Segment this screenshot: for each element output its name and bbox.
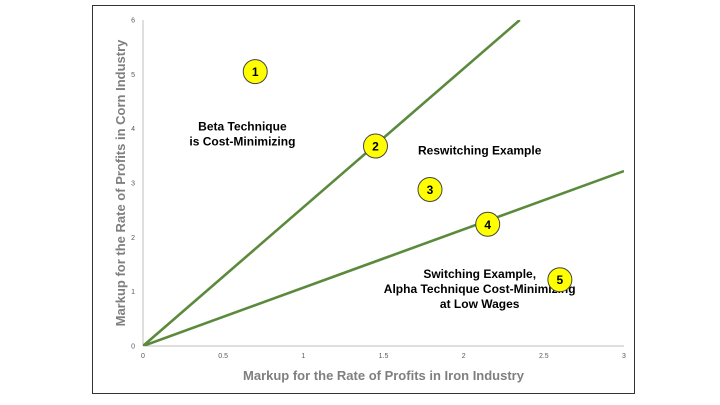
region-label-line: Switching Example, (423, 267, 536, 281)
series-line-2 (143, 169, 624, 346)
marker-circle (362, 133, 388, 159)
region-label: Switching Example, Alpha Technique Cost-M… (384, 267, 576, 311)
region-label-line: Alpha Technique Cost-Minimizing (384, 282, 576, 296)
plot-area (142, 20, 624, 347)
y-tick-label: 5 (131, 72, 135, 79)
x-axis-ticks: 0 0.5 1 1.5 2 2.5 3 (141, 353, 626, 360)
region-label-line: at Low Wages (440, 297, 520, 311)
series-layer (143, 20, 624, 346)
region-label: Reswitching Example (418, 143, 542, 157)
marker-3: 3 (417, 177, 443, 203)
chart-frame: 0 0.5 1 1.5 2 2.5 3 0 1 2 3 4 5 6 Beta Technique is C… (92, 5, 635, 394)
marker-label: 1 (252, 65, 259, 79)
region-label: Beta Technique is Cost-Minimizing (189, 120, 295, 149)
marker-5: 5 (547, 267, 573, 293)
region-label-line: Beta Technique (198, 120, 287, 134)
chart: 0 0.5 1 1.5 2 2.5 3 0 1 2 3 4 5 6 Beta Technique is C… (113, 18, 626, 384)
y-tick-label: 1 (131, 289, 135, 296)
markers: 1 2 3 4 5 (242, 59, 573, 293)
marker-circle (242, 59, 268, 85)
series-line-1 (143, 20, 521, 346)
marker-label: 4 (484, 218, 491, 232)
x-tick-label: 2 (462, 353, 466, 360)
y-tick-label: 4 (131, 126, 135, 133)
marker-circle (475, 211, 501, 237)
x-tick-label: 2.5 (539, 353, 549, 360)
marker-4: 4 (475, 211, 501, 237)
y-axis-title: Markup for the Rate of Profits in Corn I… (113, 39, 128, 327)
marker-label: 3 (427, 183, 434, 197)
y-tick-label: 6 (131, 18, 135, 25)
marker-2: 2 (362, 133, 388, 159)
marker-label: 5 (557, 273, 564, 287)
x-axis-title: Markup for the Rate of Profits in Iron I… (243, 368, 525, 383)
marker-label: 2 (372, 140, 379, 154)
y-axis-ticks: 0 1 2 3 4 5 6 (131, 18, 135, 351)
x-tick-label: 0 (141, 353, 145, 360)
x-tick-label: 1 (301, 353, 305, 360)
region-labels: Beta Technique is Cost-Minimizing Reswitch… (189, 120, 575, 311)
x-tick-label: 3 (622, 353, 626, 360)
x-tick-label: 1.5 (379, 353, 389, 360)
y-tick-label: 0 (131, 344, 135, 351)
region-label-line: Reswitching Example (418, 143, 542, 157)
x-tick-label: 0.5 (218, 353, 228, 360)
region-label-line: is Cost-Minimizing (189, 135, 295, 149)
marker-circle (417, 177, 443, 203)
y-tick-label: 3 (131, 181, 135, 188)
marker-circle (547, 267, 573, 293)
marker-1: 1 (242, 59, 268, 85)
y-tick-label: 2 (131, 235, 135, 242)
